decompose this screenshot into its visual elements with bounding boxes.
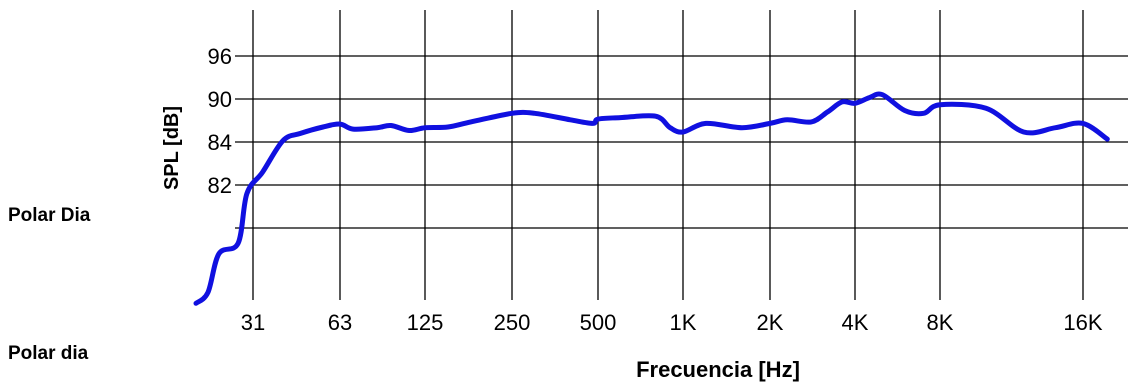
x-tick-label: 500 xyxy=(580,310,617,335)
y-axis-label: SPL [dB] xyxy=(161,106,183,190)
side-label-polar-diagram-2: Polar dia xyxy=(8,343,89,364)
x-tick-label: 16K xyxy=(1063,310,1102,335)
x-tick-label: 2K xyxy=(757,310,784,335)
y-tick-label: 96 xyxy=(208,44,232,69)
x-axis-label: Frecuencia [Hz] xyxy=(636,357,800,382)
x-tick-label: 1K xyxy=(670,310,697,335)
x-tick-label: 63 xyxy=(328,310,352,335)
x-tick-label: 125 xyxy=(407,310,444,335)
y-tick-labels: 96 90 84 82 xyxy=(208,44,232,198)
side-label-polar-diagram-1: Polar Dia xyxy=(8,205,91,226)
y-tick-label: 82 xyxy=(208,173,232,198)
x-tick-label: 250 xyxy=(494,310,531,335)
y-tick-label: 90 xyxy=(208,87,232,112)
chart-grid xyxy=(235,10,1128,300)
x-tick-label: 4K xyxy=(842,310,869,335)
x-tick-label: 31 xyxy=(241,310,265,335)
spl-response-curve xyxy=(193,91,1110,306)
x-tick-labels: 31 63 125 250 500 1K 2K 4K 8K 16K xyxy=(241,310,1103,335)
y-tick-label: 84 xyxy=(208,130,232,155)
x-tick-label: 8K xyxy=(927,310,954,335)
